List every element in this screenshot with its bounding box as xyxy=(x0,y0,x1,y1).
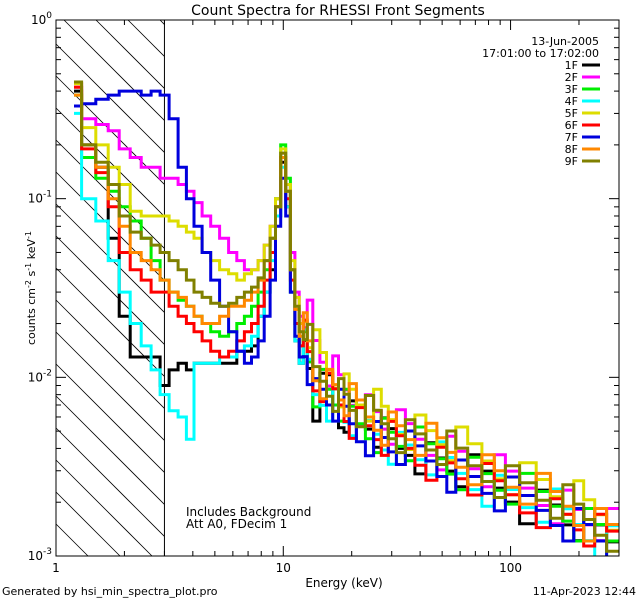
hatch-line xyxy=(55,363,165,473)
y-axis-label-mid-1: s xyxy=(25,270,38,279)
annotation-background: Includes Background xyxy=(186,505,311,519)
x-tick-label: 100 xyxy=(499,561,522,575)
hatch-line xyxy=(159,19,165,25)
hatch-line xyxy=(127,19,165,57)
hatch-line xyxy=(55,331,165,441)
hatch-line xyxy=(55,171,165,281)
hatch-line xyxy=(55,107,165,217)
hatch-line xyxy=(55,139,165,249)
footer-generated-by: Generated by hsi_min_spectra_plot.pro xyxy=(2,585,218,598)
hatch-line xyxy=(55,235,165,345)
y-tick-label: 10-2 xyxy=(28,368,52,384)
series-lines xyxy=(74,80,619,556)
hatch-line xyxy=(63,19,165,121)
hatch-line xyxy=(55,491,121,557)
annotation-attenuator: Att A0, FDecim 1 xyxy=(186,517,287,531)
y-tick-label: 10-1 xyxy=(28,190,52,206)
hatch-line xyxy=(55,427,165,537)
legend-label-6F: 6F xyxy=(565,119,578,132)
y-axis-label-exp-1: -2 xyxy=(24,280,33,288)
series-8F-line xyxy=(74,93,619,543)
x-tick-label: 1 xyxy=(52,561,60,575)
series-6F-line xyxy=(74,85,619,548)
below-3kev-hatched-region xyxy=(55,19,165,557)
observation-date: 13-Jun-2005 xyxy=(531,35,599,48)
y-axis-label-exp-2: -1 xyxy=(24,263,33,271)
legend-label-3F: 3F xyxy=(565,83,578,96)
plot-frame xyxy=(55,19,620,557)
legend-label-4F: 4F xyxy=(565,95,578,108)
y-axis-label-exp-3: -1 xyxy=(24,231,33,239)
y-axis-label-base: counts cm xyxy=(25,288,38,345)
legend-label-7F: 7F xyxy=(565,131,578,144)
y-tick-label: 100 xyxy=(31,11,52,27)
series-9F-line xyxy=(74,80,619,553)
y-tick-label: 10-3 xyxy=(28,547,52,563)
observation-time-range: 17:01:00 to 17:02:00 xyxy=(482,47,599,60)
chart-title: Count Spectra for RHESSI Front Segments xyxy=(191,3,485,19)
hatch-line xyxy=(55,299,165,409)
legend-label-2F: 2F xyxy=(565,71,578,84)
y-axis-ticks: 10-3 10-2 10-1 100 xyxy=(28,11,619,563)
legend-label-8F: 8F xyxy=(565,143,578,156)
footer-timestamp: 11-Apr-2023 12:44 xyxy=(533,585,636,598)
legend-label-9F: 9F xyxy=(565,155,578,168)
hatch-line xyxy=(95,19,165,89)
legend-label-1F: 1F xyxy=(565,59,578,72)
y-axis-label: counts cm-2 s-1 keV-1 xyxy=(24,231,38,345)
y-axis-label-mid-2: keV xyxy=(25,239,38,263)
x-tick-label: 10 xyxy=(276,561,291,575)
legend-label-5F: 5F xyxy=(565,107,578,120)
hatch-line xyxy=(55,395,165,505)
hatch-line xyxy=(55,203,165,313)
x-axis-ticks: 1 10 100 xyxy=(52,20,620,575)
hatch-line xyxy=(55,43,165,153)
series-5F-line xyxy=(74,82,619,532)
hatch-line xyxy=(55,459,153,557)
hatch-line xyxy=(55,267,165,377)
hatch-line xyxy=(55,523,89,557)
x-axis-label: Energy (keV) xyxy=(305,576,382,590)
